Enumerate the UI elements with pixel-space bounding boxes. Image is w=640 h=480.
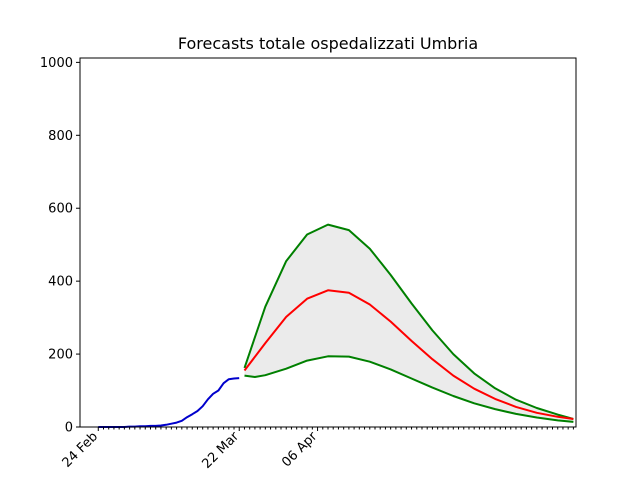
y-tick-label: 200 xyxy=(48,348,73,363)
observed-series-line xyxy=(98,377,240,428)
y-tick-label: 600 xyxy=(48,202,73,217)
x-tick-label: 22 Mar xyxy=(200,429,243,472)
upper-bound-line xyxy=(243,223,574,420)
chart-title: Forecasts totale ospedalizzati Umbria xyxy=(178,34,478,53)
confidence-band xyxy=(244,224,574,422)
forecast-series-line xyxy=(243,289,574,420)
x-tick-label: 06 Apr xyxy=(279,429,321,471)
y-tick-label: 800 xyxy=(48,129,73,144)
plot-area xyxy=(98,223,574,428)
y-tick-label: 1000 xyxy=(40,56,73,71)
y-tick-label: 0 xyxy=(65,421,73,436)
y-tick-label: 400 xyxy=(48,275,73,290)
lower-bound-line xyxy=(244,355,574,423)
